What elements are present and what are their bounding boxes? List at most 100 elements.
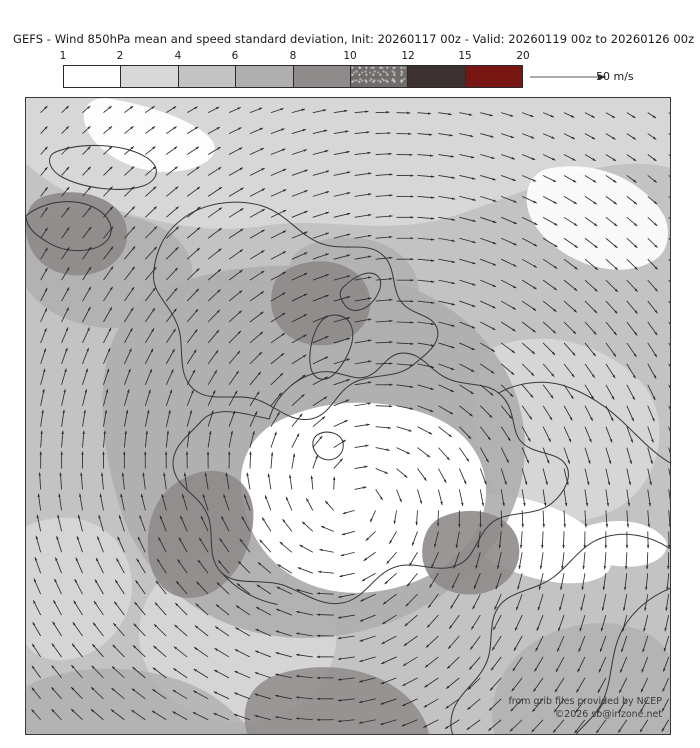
wind-vector — [333, 254, 351, 260]
wind-vector — [249, 371, 262, 386]
wind-vector — [270, 209, 287, 218]
wind-vector — [519, 531, 523, 549]
wind-vector — [254, 650, 272, 658]
wind-vector — [182, 493, 188, 511]
wind-vector — [647, 321, 658, 336]
wind-vector — [124, 206, 136, 218]
wind-vector — [605, 112, 616, 119]
wind-vector — [82, 186, 92, 197]
wind-vector — [600, 614, 607, 632]
wind-vector — [165, 206, 179, 218]
wind-vector — [216, 582, 230, 595]
map-panel[interactable]: from grib files provided by NCEP ©2026 s… — [25, 97, 671, 735]
wind-vector — [341, 530, 355, 536]
wind-vector — [647, 175, 658, 183]
wind-vector — [375, 468, 389, 474]
wind-vector — [76, 536, 83, 553]
wind-vector — [139, 515, 146, 532]
wind-vector — [228, 330, 242, 344]
wind-standard-deviation-map[interactable]: from grib files provided by NCEP ©2026 s… — [26, 98, 670, 734]
wind-vector — [459, 447, 470, 462]
wind-vector — [584, 405, 594, 421]
wind-vector — [417, 447, 431, 458]
wind-vector — [480, 258, 497, 266]
wind-vector — [312, 191, 330, 197]
wind-vector — [500, 321, 516, 332]
wind-vector — [536, 614, 544, 631]
wind-vector — [40, 388, 45, 406]
wind-vector — [267, 473, 272, 490]
wind-vector — [228, 167, 244, 176]
wind-vector — [375, 194, 393, 197]
wind-vector — [70, 708, 83, 721]
wind-vector — [542, 426, 552, 443]
wind-vector — [270, 332, 286, 344]
wind-vector — [291, 252, 308, 260]
wind-vector — [254, 672, 272, 679]
wind-vector — [521, 279, 537, 290]
wind-vector — [95, 557, 104, 574]
wind-vector — [480, 216, 497, 224]
wind-vector — [396, 447, 411, 455]
wind-vector — [207, 370, 218, 386]
wind-vector — [542, 216, 558, 226]
wind-vector — [61, 227, 70, 239]
wind-vector — [31, 643, 42, 658]
wind-vector — [354, 172, 372, 176]
wind-vector — [59, 472, 63, 490]
wind-vector — [605, 258, 619, 271]
wind-vector — [626, 175, 637, 183]
wind-vector — [246, 472, 251, 490]
wind-vector — [605, 196, 618, 205]
wind-vector — [32, 600, 42, 616]
wind-vector — [51, 643, 62, 658]
wind-vector — [584, 216, 598, 227]
wind-vector — [40, 105, 48, 113]
wind-vector — [375, 214, 393, 218]
wind-vector — [584, 279, 598, 292]
wind-vector — [475, 552, 481, 569]
wind-vector — [123, 430, 127, 448]
coastline-antarctica — [172, 352, 569, 605]
colorbar-tick-labels: 1 2 4 6 8 10 12 15 20 — [0, 50, 700, 64]
wind-vector — [354, 402, 372, 407]
wind-vector — [249, 167, 265, 176]
wind-vector — [542, 196, 557, 204]
wind-vector — [282, 518, 293, 532]
wind-vector — [358, 698, 376, 703]
wind-vector — [207, 309, 221, 323]
wind-vector — [626, 112, 636, 119]
wind-vector — [154, 602, 167, 616]
wind-vector — [291, 190, 308, 197]
wind-vector — [144, 409, 150, 427]
wind-vector — [40, 146, 48, 155]
wind-vector — [51, 708, 62, 721]
wind-vector — [61, 146, 70, 155]
wind-vector — [542, 342, 556, 356]
wind-vector — [626, 342, 637, 358]
wind-vector — [312, 170, 330, 176]
wind-vector — [469, 635, 481, 650]
wind-vector — [111, 687, 125, 700]
wind-vector — [417, 154, 434, 157]
wind-vector — [542, 300, 557, 312]
wind-vector — [137, 536, 146, 553]
wind-vector — [386, 551, 397, 565]
wind-vector — [82, 246, 92, 260]
wind-vector — [312, 435, 323, 448]
wind-vector — [31, 665, 41, 679]
wind-vector — [480, 175, 496, 181]
wind-vector — [291, 354, 307, 365]
wind-vector — [561, 552, 565, 570]
wind-vector — [668, 363, 670, 368]
wind-vector — [438, 300, 456, 306]
wind-vector — [275, 608, 293, 616]
wind-vector — [459, 321, 476, 329]
wind-vector — [363, 551, 376, 562]
wind-vector — [193, 646, 209, 658]
wind-vector — [145, 246, 158, 260]
wind-vector — [584, 112, 595, 119]
coastline-papua — [49, 144, 157, 190]
wind-vector — [249, 229, 265, 239]
wind-vector — [521, 321, 536, 333]
